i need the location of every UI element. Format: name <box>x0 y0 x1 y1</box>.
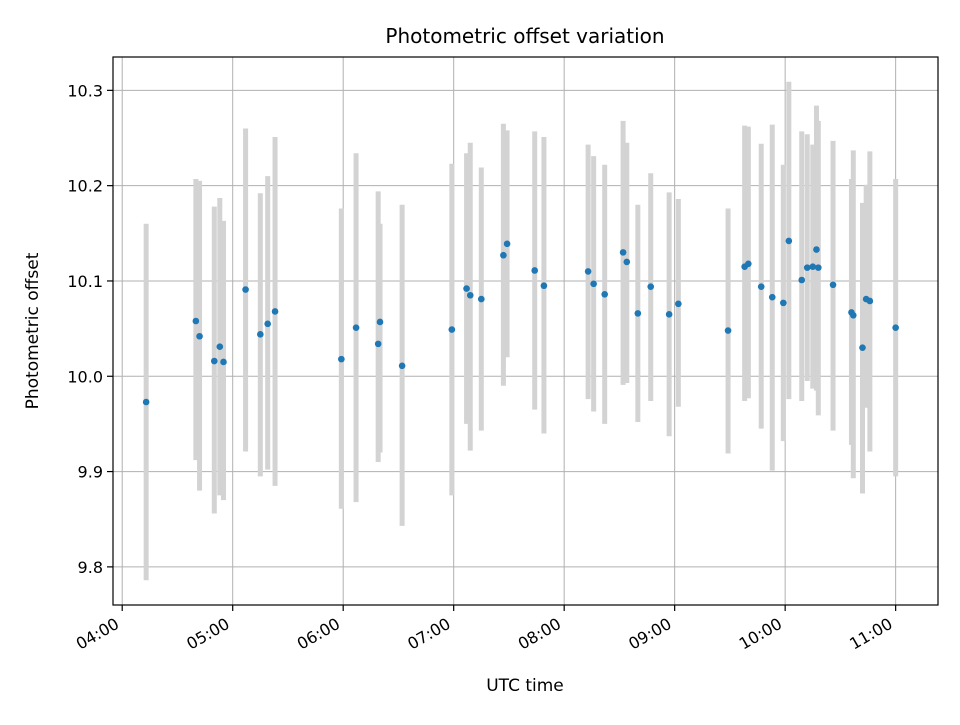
data-point <box>584 268 592 275</box>
data-point <box>619 249 627 256</box>
y-tick-label: 10.1 <box>67 272 103 291</box>
y-axis-label: Photometric offset <box>23 252 43 409</box>
data-point <box>503 240 511 248</box>
data-point <box>892 324 899 331</box>
data-point <box>829 281 837 289</box>
data-point <box>242 286 249 293</box>
data-point <box>815 264 822 271</box>
data-point <box>216 343 224 351</box>
y-tick-label: 9.8 <box>78 558 103 577</box>
data-point <box>724 327 732 334</box>
data-point <box>192 317 200 325</box>
data-point <box>142 398 150 406</box>
y-tick-label: 10.3 <box>67 81 103 100</box>
data-point <box>601 291 608 298</box>
data-point <box>623 258 631 266</box>
data-point <box>634 310 642 317</box>
y-axis: 9.8 9.9 10.0 10.1 10.2 10.3 <box>67 81 113 577</box>
data-point <box>540 282 548 290</box>
data-point <box>463 285 470 292</box>
data-point <box>859 344 866 351</box>
data-point <box>376 318 384 326</box>
chart-title: Photometric offset variation <box>385 24 664 48</box>
x-axis-label: UTC time <box>486 676 564 696</box>
data-point <box>352 324 360 331</box>
data-point <box>210 357 218 365</box>
y-tick-label: 9.9 <box>78 463 103 482</box>
data-point <box>478 295 485 303</box>
data-point <box>780 299 787 307</box>
data-point <box>264 320 271 328</box>
data-point <box>257 331 264 338</box>
data-point <box>531 267 539 274</box>
data-point <box>813 246 820 253</box>
data-point <box>768 293 776 301</box>
data-point <box>785 237 793 245</box>
data-point <box>803 264 811 271</box>
data-point <box>500 251 507 259</box>
data-point <box>448 326 456 333</box>
data-point <box>466 291 474 299</box>
data-point <box>849 311 857 319</box>
data-point <box>196 332 203 340</box>
data-points <box>142 237 899 406</box>
data-point <box>798 276 806 284</box>
y-tick-label: 10.0 <box>67 367 103 386</box>
data-point <box>665 311 673 318</box>
data-point <box>220 358 227 366</box>
data-point <box>809 263 817 270</box>
data-point <box>745 260 752 268</box>
y-tick-label: 10.2 <box>67 177 103 196</box>
data-point <box>374 340 382 348</box>
plot-frame <box>112 56 939 606</box>
data-point <box>590 280 597 288</box>
data-point <box>866 297 874 305</box>
data-point <box>647 283 655 290</box>
data-point <box>338 355 345 363</box>
data-point <box>675 300 682 308</box>
data-point <box>757 283 765 290</box>
data-point <box>398 362 406 370</box>
data-point <box>271 308 279 315</box>
